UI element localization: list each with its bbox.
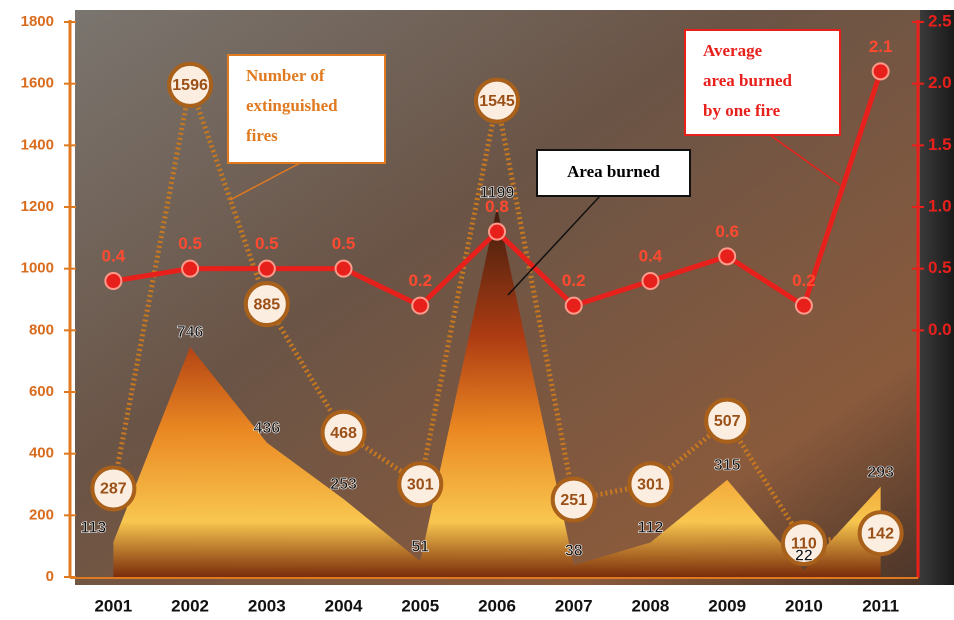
average-label: 0.5 xyxy=(255,234,279,253)
average-marker xyxy=(182,261,198,277)
area-label: 22 xyxy=(795,547,813,564)
area-label: 51 xyxy=(411,538,429,555)
y-tick-label: 400 xyxy=(29,445,54,462)
area-label: 113 xyxy=(80,519,106,536)
x-tick-label: 2002 xyxy=(171,596,209,615)
x-tick-label: 2010 xyxy=(785,596,823,615)
x-tick-label: 2006 xyxy=(478,596,516,615)
average-label: 0.6 xyxy=(715,222,739,241)
y2-tick-label: 1.5 xyxy=(928,135,952,154)
y-tick-label: 1600 xyxy=(21,75,54,92)
fires-label: 1545 xyxy=(479,93,515,110)
fires-label: 287 xyxy=(100,481,127,498)
area-label: 38 xyxy=(565,543,583,560)
average-label: 0.5 xyxy=(332,234,356,253)
fires-label: 251 xyxy=(560,492,587,509)
legend-entry: Area burned xyxy=(567,162,660,181)
y-tick-label: 1200 xyxy=(21,198,54,215)
fires-label: 301 xyxy=(637,476,664,493)
fires-label: 142 xyxy=(867,525,894,542)
x-tick-label: 2005 xyxy=(401,596,439,615)
y-tick-label: 0 xyxy=(46,568,54,585)
fires-label: 507 xyxy=(714,413,741,430)
average-label: 0.2 xyxy=(792,271,816,290)
average-label: 0.4 xyxy=(639,246,663,265)
average-marker xyxy=(873,63,889,79)
average-label: 0.8 xyxy=(485,197,509,216)
x-tick-label: 2011 xyxy=(862,596,899,615)
y2-tick-label: 2.5 xyxy=(928,11,952,30)
average-marker xyxy=(566,298,582,314)
y-tick-label: 600 xyxy=(29,383,54,400)
legend-line: fires xyxy=(246,126,278,145)
x-tick-label: 2004 xyxy=(325,596,363,615)
x-tick-label: 2009 xyxy=(708,596,746,615)
average-label: 2.1 xyxy=(869,37,893,56)
area-label: 112 xyxy=(638,520,664,537)
y2-tick-label: 1.0 xyxy=(928,196,952,215)
y2-tick-label: 0.0 xyxy=(928,320,952,339)
right-panel xyxy=(920,10,954,585)
fires-label: 885 xyxy=(253,296,280,313)
area-label: 746 xyxy=(177,324,204,341)
legend-line: extinguished xyxy=(246,96,338,115)
average-label: 0.2 xyxy=(562,271,586,290)
legend-line: Average xyxy=(703,41,763,60)
x-tick-label: 2008 xyxy=(632,596,670,615)
area-label: 293 xyxy=(867,464,894,481)
area-label: 253 xyxy=(330,476,357,493)
legend-line: Number of xyxy=(246,66,325,85)
chart: 0 200 400 600 800 1000 1200 1400 1600 1800 0.0 0.5 1… xyxy=(0,0,954,620)
y-tick-label: 200 xyxy=(29,506,54,523)
fires-label: 1596 xyxy=(172,77,208,94)
average-marker xyxy=(489,224,505,240)
y2-tick-label: 2.0 xyxy=(928,73,952,92)
y-tick-label: 1000 xyxy=(21,260,54,277)
average-marker xyxy=(259,261,275,277)
x-tick-label: 2007 xyxy=(555,596,593,615)
area-label: 315 xyxy=(714,457,741,474)
x-tick-label: 2003 xyxy=(248,596,286,615)
page: 0 200 400 600 800 1000 1200 1400 1600 1800 0.0 0.5 1… xyxy=(0,0,954,620)
legend-line: area burned xyxy=(703,71,792,90)
y-tick-label: 1800 xyxy=(21,13,54,30)
legend-line: by one fire xyxy=(703,101,781,120)
area-label: 436 xyxy=(253,420,280,437)
x-tick-label: 2001 xyxy=(94,596,132,615)
average-marker xyxy=(412,298,428,314)
fires-label: 301 xyxy=(407,476,434,493)
average-label: 0.5 xyxy=(178,234,202,253)
y2-tick-label: 0.5 xyxy=(928,258,952,277)
y-tick-label: 1400 xyxy=(21,136,54,153)
fires-label: 468 xyxy=(330,425,357,442)
y-tick-label: 800 xyxy=(29,321,54,338)
average-label: 0.4 xyxy=(102,246,126,265)
average-marker xyxy=(642,273,658,289)
average-marker xyxy=(719,248,735,264)
average-label: 0.2 xyxy=(408,271,432,290)
average-marker xyxy=(336,261,352,277)
average-marker xyxy=(105,273,121,289)
average-marker xyxy=(796,298,812,314)
